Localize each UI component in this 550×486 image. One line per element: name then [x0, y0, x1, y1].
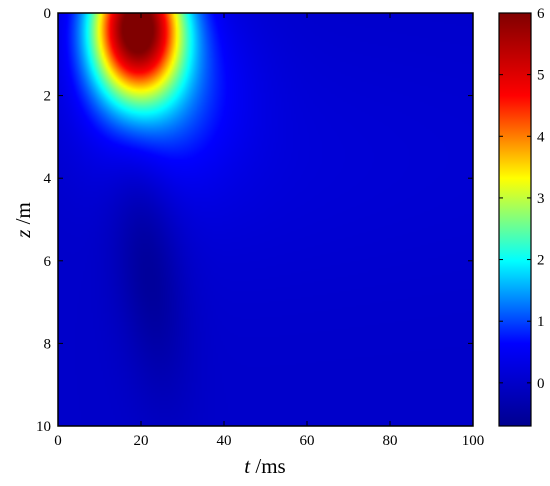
x-tick-label: 40	[217, 433, 232, 449]
x-axis: 0 20 40 60 80 100	[54, 13, 484, 449]
colorbar-tick-label: 0	[537, 376, 545, 392]
heatmap-field	[58, 13, 473, 426]
x-axis-label: t /ms	[244, 454, 285, 478]
x-tick-label: 100	[462, 433, 485, 449]
colorbar-tick-label: 4	[537, 129, 545, 145]
y-tick-label: 0	[44, 6, 52, 22]
y-tick-label: 8	[44, 336, 52, 352]
y-axis-label: z /m	[11, 202, 35, 239]
x-tick-label: 60	[300, 433, 315, 449]
x-tick-label: 0	[54, 433, 62, 449]
heatmap-image	[58, 13, 473, 426]
y-tick-label: 2	[44, 89, 52, 105]
colorbar-tick-label: 2	[537, 253, 545, 269]
colorbar-tick-label: 6	[537, 6, 545, 22]
colorbar-tick-label: 5	[537, 68, 545, 84]
x-tick-label: 80	[383, 433, 398, 449]
x-tick-label: 20	[134, 433, 149, 449]
colorbar-tick-label: 1	[537, 314, 545, 330]
y-tick-label: 10	[36, 419, 51, 435]
y-tick-label: 4	[44, 171, 52, 187]
colorbar-tick-label: 3	[537, 191, 545, 207]
colorbar-axis: 0 1 2 3 4 5 6	[499, 6, 545, 392]
colorbar	[498, 12, 532, 427]
y-tick-label: 6	[44, 254, 52, 270]
y-axis: 0 2 4 6 8 10	[36, 6, 473, 435]
plot-frame	[57, 12, 474, 427]
